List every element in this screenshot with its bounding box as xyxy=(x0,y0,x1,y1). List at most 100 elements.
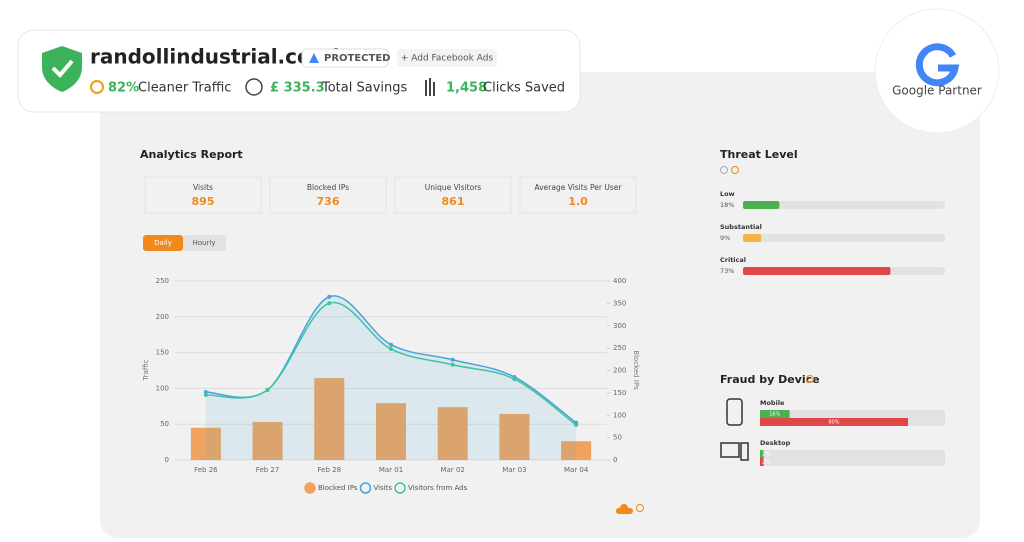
y-tick-label: 150 xyxy=(156,349,169,357)
point xyxy=(327,294,332,299)
y-axis-title: Traffic xyxy=(142,359,150,381)
x-tick-label: Feb 28 xyxy=(318,466,342,474)
tab-label[interactable]: Daily xyxy=(154,239,172,247)
device-percent: 2% xyxy=(762,460,770,466)
device-bar xyxy=(760,450,764,458)
stat-value: 1,458 xyxy=(446,81,487,96)
section-title: Threat Level xyxy=(720,148,798,161)
bar-track xyxy=(760,450,945,466)
point xyxy=(389,342,393,347)
stat-value: 895 xyxy=(192,195,215,208)
bar-track xyxy=(743,201,945,209)
tab-label[interactable]: Hourly xyxy=(193,239,216,247)
stat-value: 861 xyxy=(442,195,465,208)
level-percent: 18% xyxy=(720,201,734,209)
x-tick-label: Mar 04 xyxy=(564,466,589,474)
header-card xyxy=(17,29,581,113)
tab[interactable] xyxy=(183,235,226,251)
y-tick-label: 50 xyxy=(160,420,169,428)
point xyxy=(450,357,455,362)
level-name: Critical xyxy=(720,256,746,264)
x-tick-label: Feb 27 xyxy=(256,466,280,474)
x-tick-label: Mar 03 xyxy=(502,466,526,474)
help-icon xyxy=(720,166,728,174)
tab[interactable] xyxy=(143,235,183,251)
bar xyxy=(190,427,221,460)
section-title: Fraud by Device xyxy=(720,373,820,386)
legend-label: Visits xyxy=(373,484,392,492)
section-title: Analytics Report xyxy=(140,148,243,161)
device-percent: 80% xyxy=(828,420,839,426)
point xyxy=(265,387,270,392)
y2-tick-label: 150 xyxy=(613,389,626,397)
device-percent: 16% xyxy=(769,412,780,418)
info-icon xyxy=(731,166,739,174)
legend-marker xyxy=(304,482,316,494)
device-bar xyxy=(760,410,790,418)
y-tick-label: 200 xyxy=(156,313,169,321)
x-tick-label: Feb 26 xyxy=(194,466,218,474)
point xyxy=(450,362,455,367)
device-bar xyxy=(760,458,764,466)
piggy-icon xyxy=(245,78,263,96)
stat-box xyxy=(269,176,387,214)
device-name: Desktop xyxy=(760,439,791,447)
desktop-icon xyxy=(740,442,749,461)
level-percent: 73% xyxy=(720,267,734,275)
threat-bar xyxy=(743,234,762,242)
device-name: Mobile xyxy=(760,399,785,407)
level-name: Substantial xyxy=(720,223,762,231)
stat-value: £ 335.3 xyxy=(270,81,325,96)
stat-label: Total Savings xyxy=(321,81,408,96)
x-tick-label: Mar 01 xyxy=(379,466,403,474)
y2-axis-title: Blocked IPs xyxy=(632,350,640,390)
bar xyxy=(499,413,530,460)
stat-label: Cleaner Traffic xyxy=(138,81,231,96)
device-bar xyxy=(760,418,908,426)
fb-button-text[interactable]: + Add Facebook Ads xyxy=(401,54,494,64)
y-tick-label: 0 xyxy=(165,456,169,464)
stat-box xyxy=(519,176,637,214)
google-logo xyxy=(915,43,960,87)
info-icon[interactable] xyxy=(636,504,644,512)
point xyxy=(327,301,332,306)
desktop-icon xyxy=(720,442,740,458)
y2-tick-label: 300 xyxy=(613,322,626,330)
badge xyxy=(301,48,389,68)
y-tick-label: 100 xyxy=(156,384,169,392)
y2-tick-label: 50 xyxy=(613,434,622,442)
bar-track xyxy=(743,234,945,242)
point xyxy=(203,392,208,397)
y2-tick-label: 200 xyxy=(613,367,626,375)
y2-tick-label: 250 xyxy=(613,344,626,352)
partner-text: Google Partner xyxy=(892,84,982,98)
download-icon[interactable] xyxy=(615,504,633,514)
hand-icon xyxy=(425,78,435,96)
stat-label: Visits xyxy=(193,183,213,192)
legend-label: Visitors from Ads xyxy=(408,484,468,492)
point xyxy=(574,422,579,427)
fb-button[interactable] xyxy=(397,49,497,67)
y2-tick-label: 350 xyxy=(613,299,626,307)
threat-bar xyxy=(743,267,891,275)
y-tick-label: 250 xyxy=(156,277,169,285)
mobile-icon xyxy=(726,398,743,426)
stat-value: 736 xyxy=(317,195,340,208)
stat-label: Clicks Saved xyxy=(483,81,565,96)
stat-label: Blocked IPs xyxy=(307,183,349,192)
badge-text: PROTECTED xyxy=(324,53,390,64)
point xyxy=(389,347,393,352)
bar xyxy=(561,441,592,460)
panel xyxy=(100,72,980,538)
legend-label: Blocked IPs xyxy=(318,484,358,492)
stat-label: Average Visits Per User xyxy=(535,183,623,192)
y2-tick-label: 400 xyxy=(613,277,626,285)
ads-icon xyxy=(309,53,319,63)
threat-bar xyxy=(743,201,780,209)
level-percent: 9% xyxy=(720,234,730,242)
stat-box xyxy=(394,176,512,214)
partner-badge xyxy=(874,8,1000,134)
stat-value: 82% xyxy=(108,81,139,96)
point xyxy=(203,389,208,394)
